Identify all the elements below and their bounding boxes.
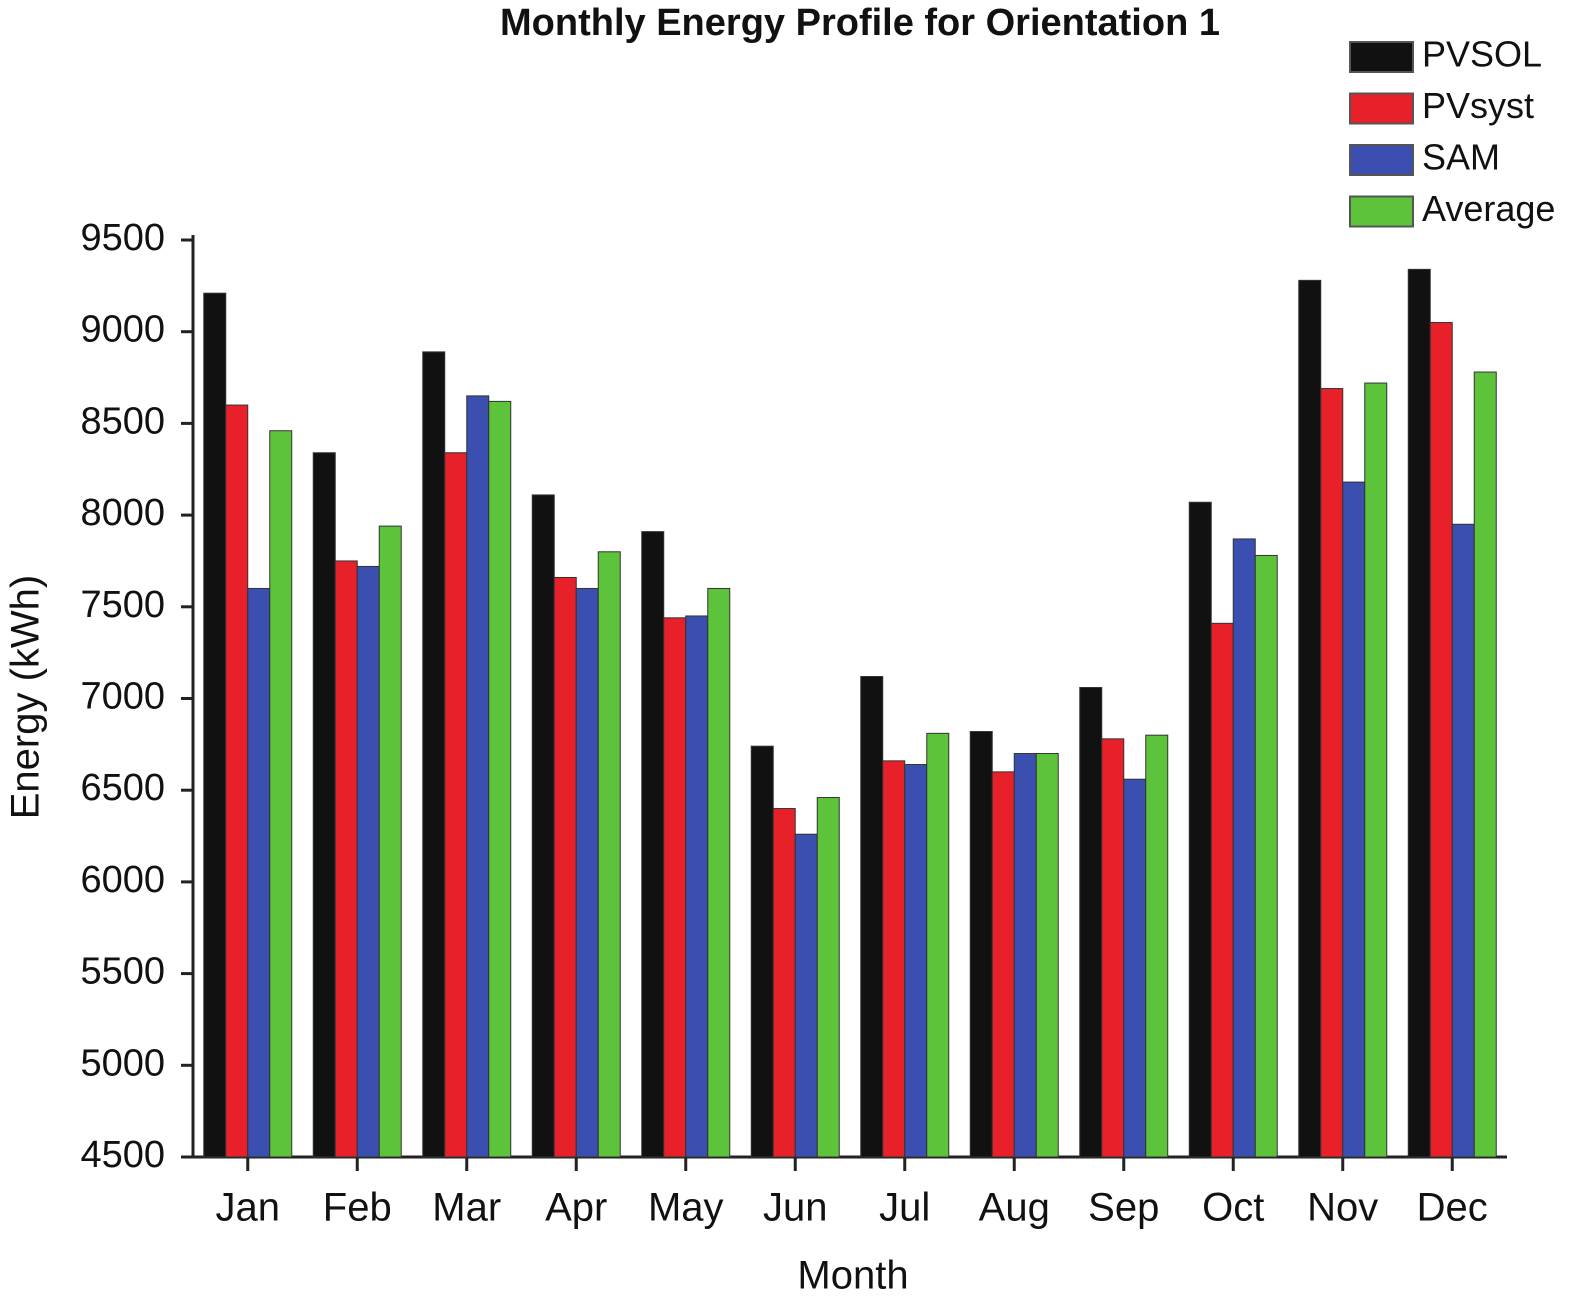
bar [860, 675, 884, 1158]
x-tick-label: Dec [1417, 1186, 1488, 1230]
bar [1451, 523, 1475, 1158]
bar [269, 430, 293, 1158]
bar [1079, 686, 1103, 1158]
bar [1232, 538, 1256, 1158]
bar [1035, 753, 1059, 1158]
bar [1013, 753, 1037, 1158]
y-tick-label: 4500 [80, 1134, 165, 1176]
x-tick-label: Feb [323, 1186, 392, 1230]
legend-label: PVSOL [1422, 34, 1542, 75]
bar [969, 731, 993, 1158]
y-tick-label: 9000 [80, 309, 165, 351]
bar [225, 404, 249, 1158]
bar [772, 808, 796, 1158]
bar [1123, 778, 1147, 1158]
bar [378, 525, 402, 1158]
bar [816, 797, 840, 1158]
bar [1407, 268, 1431, 1158]
y-tick-label: 6500 [80, 767, 165, 809]
y-tick-label: 5000 [80, 1042, 165, 1084]
legend-label: PVsyst [1422, 85, 1534, 126]
x-tick-label: Nov [1307, 1186, 1378, 1230]
bar [1298, 279, 1322, 1158]
bar [750, 745, 774, 1158]
legend-label: SAM [1422, 137, 1500, 178]
bar [1188, 501, 1212, 1158]
legend-swatch [1349, 92, 1414, 125]
bar [553, 576, 577, 1158]
y-tick-label: 6000 [80, 859, 165, 901]
bar [597, 551, 621, 1158]
bar [707, 587, 731, 1158]
bar [531, 494, 555, 1158]
bar [1210, 622, 1234, 1158]
bar [641, 531, 665, 1158]
bar [444, 452, 468, 1158]
y-tick-label: 9500 [80, 217, 165, 259]
bar [663, 617, 687, 1158]
bar [991, 771, 1015, 1158]
bar [1473, 371, 1497, 1158]
x-tick-label: Apr [545, 1186, 607, 1230]
legend-label: Average [1422, 188, 1555, 229]
bar [1101, 738, 1125, 1158]
y-tick-label: 7000 [80, 676, 165, 718]
legend-swatch [1349, 195, 1414, 228]
bar [685, 615, 709, 1158]
x-tick-label: Jul [879, 1186, 930, 1230]
x-tick-label: Mar [432, 1186, 501, 1230]
x-tick-label: Oct [1202, 1186, 1264, 1230]
bar [312, 452, 336, 1158]
x-tick-label: May [648, 1186, 724, 1230]
bar [1364, 382, 1388, 1158]
y-tick-label: 5500 [80, 951, 165, 993]
bar [926, 732, 950, 1158]
bar [488, 400, 512, 1158]
bar [1145, 734, 1169, 1158]
y-tick-label: 7500 [80, 584, 165, 626]
x-tick-label: Sep [1088, 1186, 1159, 1230]
x-axis-label: Month [797, 1254, 908, 1298]
x-tick-label: Aug [979, 1186, 1050, 1230]
bar [247, 587, 271, 1158]
bar [794, 833, 818, 1158]
bar [422, 351, 446, 1158]
legend-swatch [1349, 144, 1414, 176]
bar [356, 565, 380, 1158]
bar [1320, 388, 1344, 1158]
bar [334, 560, 358, 1158]
legend-swatch [1349, 41, 1414, 73]
x-tick-label: Jun [763, 1186, 828, 1230]
bar [575, 587, 599, 1158]
chart-title: Monthly Energy Profile for Orientation 1 [500, 2, 1220, 44]
bar [466, 395, 490, 1158]
x-tick-label: Jan [216, 1186, 281, 1230]
bar [882, 760, 906, 1158]
y-axis-label: Energy (kWh) [4, 575, 48, 820]
bar [1254, 554, 1278, 1158]
bar [904, 764, 928, 1158]
bar [203, 292, 227, 1158]
bar [1429, 322, 1453, 1158]
y-tick-label: 8000 [80, 492, 165, 534]
bar [1342, 481, 1366, 1158]
y-tick-label: 8500 [80, 400, 165, 442]
